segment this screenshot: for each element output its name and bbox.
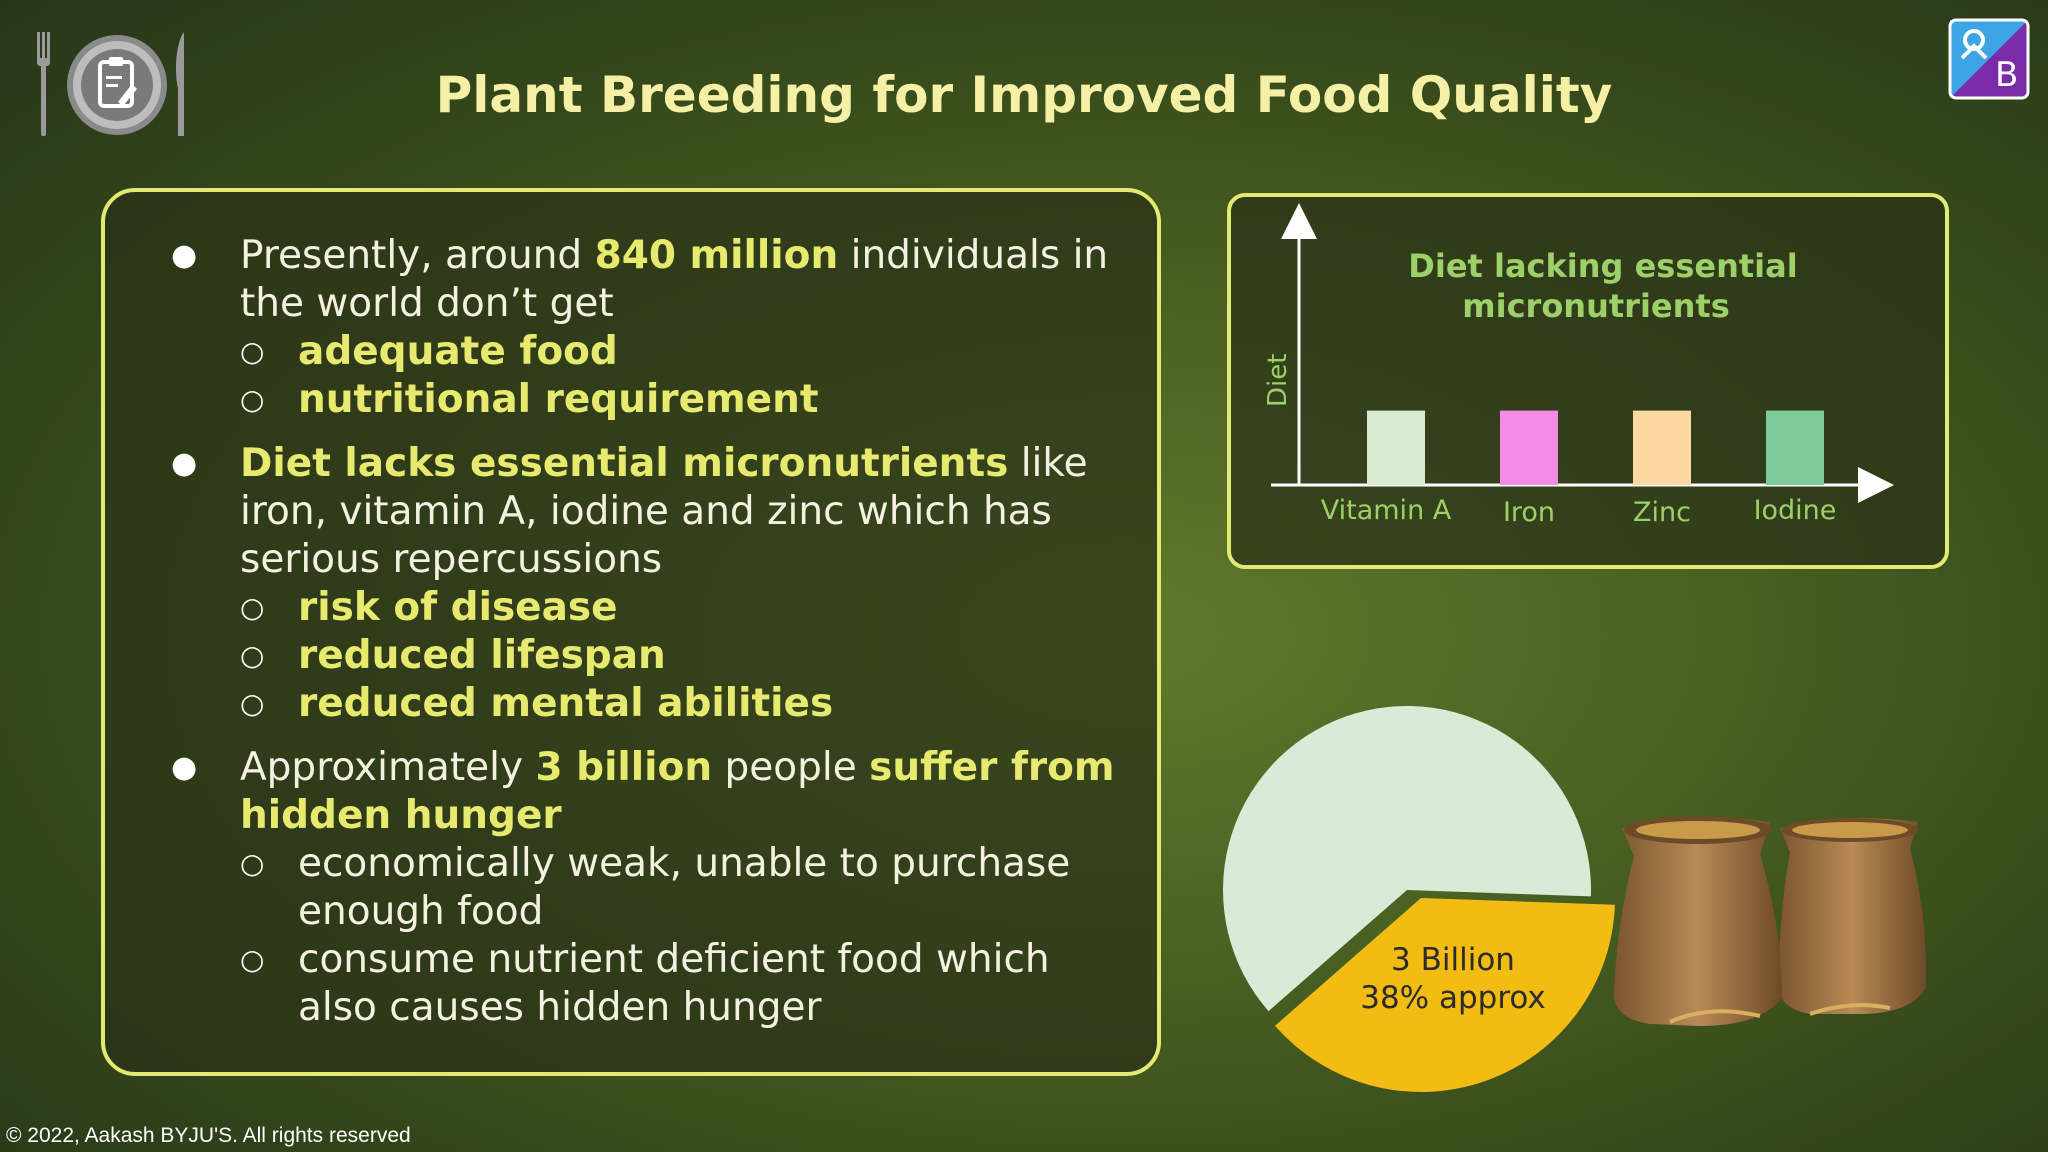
sub-item: ○ adequate food	[240, 328, 1117, 376]
copyright-text: © 2022, Aakash BYJU'S. All rights reserv…	[6, 1124, 411, 1147]
sub-item: ○ consume nutrient deficient food which a…	[240, 936, 1117, 1032]
bullet-panel: ● Presently, around 840 million individu…	[101, 188, 1161, 1076]
bar-iodine	[1766, 410, 1824, 485]
circle-bullet-icon: ○	[240, 591, 265, 624]
bar-chart: Diet lacking essential micronutrients Di…	[1263, 203, 1894, 528]
circle-bullet-icon: ○	[240, 943, 265, 976]
x-tick-label: Vitamin A	[1321, 495, 1452, 526]
bullet-item: ● Approximately 3 billion people suffer …	[105, 744, 1157, 1032]
chart-title: micronutrients	[1462, 287, 1729, 325]
bar-iron	[1500, 410, 1558, 485]
bullet-text: Presently, around	[240, 233, 595, 278]
bullet-dot-icon: ●	[171, 750, 198, 785]
pie-chart: 3 Billion 38% approx	[1223, 706, 1615, 1092]
sub-item-text: reduced lifespan	[298, 633, 666, 678]
x-tick-label: Iodine	[1754, 495, 1837, 526]
circle-bullet-icon: ○	[240, 383, 265, 416]
grain-sacks-icon	[1610, 808, 1940, 1032]
sub-item: ○ reduced mental abilities	[240, 680, 1117, 728]
sub-item-text: consume nutrient deficient food which al…	[298, 937, 1050, 1030]
sub-item: ○ economically weak, unable to purchase e…	[240, 840, 1117, 936]
bullet-item: ● Diet lacks essential micronutrients li…	[105, 440, 1157, 728]
bar-zinc	[1633, 410, 1691, 485]
page-title: Plant Breeding for Improved Food Quality	[435, 66, 1613, 124]
sub-item-text: reduced mental abilities	[298, 681, 834, 726]
pie-slice-label: 3 Billion	[1391, 942, 1515, 978]
bullet-highlight: suffer from hidden hunger	[240, 745, 1115, 838]
pie-slice-3-billion	[1275, 898, 1615, 1092]
y-axis-label: Diet	[1263, 354, 1293, 407]
chart-title: Diet lacking essential	[1408, 247, 1797, 285]
circle-bullet-icon: ○	[240, 639, 265, 672]
sub-item-text: adequate food	[298, 329, 618, 374]
x-tick-label: Iron	[1503, 497, 1555, 528]
bullet-dot-icon: ●	[171, 238, 198, 273]
x-tick-label: Zinc	[1633, 497, 1691, 528]
circle-bullet-icon: ○	[240, 335, 265, 368]
circle-bullet-icon: ○	[240, 847, 265, 880]
bullet-highlight: 840 million	[594, 233, 839, 278]
bullet-text: people	[712, 745, 870, 790]
pie-slice-label: 38% approx	[1360, 980, 1546, 1016]
bullet-highlight: 3 billion	[535, 745, 713, 790]
sub-item-text: risk of disease	[298, 585, 618, 630]
bullet-highlight: Diet lacks essential micronutrients	[240, 441, 1009, 486]
pie-slice-remainder	[1223, 706, 1591, 1012]
circle-bullet-icon: ○	[240, 687, 265, 720]
sub-item: ○ reduced lifespan	[240, 632, 1117, 680]
bar-vitamin-a	[1367, 410, 1425, 485]
sub-item: ○ risk of disease	[240, 584, 1117, 632]
cutlery-clipboard-icon	[32, 32, 202, 142]
sub-item-text: economically weak, unable to purchase en…	[298, 841, 1071, 934]
sub-item-text: nutritional requirement	[298, 377, 819, 422]
byjus-logo-icon[interactable]: B	[1948, 18, 2030, 100]
bullet-text: individuals in the world don’t get	[240, 233, 1109, 326]
bar-chart-panel: Diet lacking essential micronutrients Di…	[1227, 193, 1949, 569]
bullet-item: ● Presently, around 840 million individu…	[105, 232, 1157, 424]
bullet-text: like iron, vitamin A, iodine and zinc wh…	[240, 441, 1088, 582]
bullet-dot-icon: ●	[171, 446, 198, 481]
bullet-text: Approximately	[240, 745, 536, 790]
sub-item: ○ nutritional requirement	[240, 376, 1117, 424]
svg-text:B: B	[1995, 55, 2018, 95]
